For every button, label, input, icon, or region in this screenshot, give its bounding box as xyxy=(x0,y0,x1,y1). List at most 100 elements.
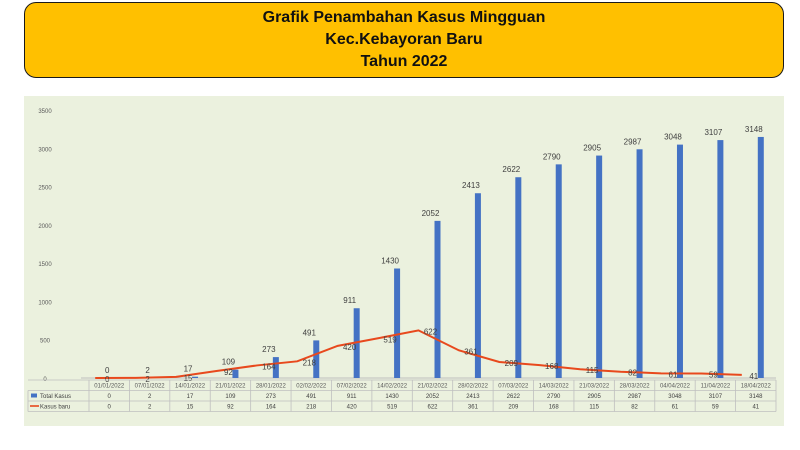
line-data-label: 168 xyxy=(545,362,559,371)
bar-data-label: 911 xyxy=(343,296,356,305)
bar-data-label: 273 xyxy=(262,345,276,354)
table-cell-total-kasus: 1430 xyxy=(385,394,399,400)
table-cell-kasus-baru: 82 xyxy=(631,405,638,411)
bar-data-label: 17 xyxy=(184,365,193,374)
x-tick-label: 07/03/2022 xyxy=(498,384,529,390)
bar-total-kasus xyxy=(434,220,441,378)
line-data-label: 218 xyxy=(303,358,317,367)
table-cell-total-kasus: 273 xyxy=(266,394,277,400)
table-cell-kasus-baru: 115 xyxy=(589,405,599,411)
table-cell-kasus-baru: 361 xyxy=(468,405,479,411)
bar-data-label: 3107 xyxy=(704,128,722,137)
x-tick-label: 28/03/2022 xyxy=(620,384,651,390)
x-tick-label: 11/04/2022 xyxy=(701,384,731,390)
bar-data-label: 2790 xyxy=(543,152,561,161)
chart-area: 0 500 1000 1500 2000 2500 3000 3500 0 2 17 109 273 49… xyxy=(24,96,784,426)
bar-total-kasus xyxy=(474,193,481,378)
line-data-label: 2 xyxy=(145,375,150,384)
legend-label-total-kasus: Total Kasus xyxy=(40,394,71,400)
bar-total-kasus xyxy=(515,177,522,378)
table-cell-total-kasus: 3148 xyxy=(749,394,763,400)
line-data-label: 15 xyxy=(184,374,193,383)
y-tick-label: 2500 xyxy=(38,186,52,192)
table-cell-total-kasus: 2413 xyxy=(466,394,480,400)
bar-data-label: 1430 xyxy=(381,257,399,266)
line-data-label: 61 xyxy=(669,370,678,379)
bar-total-kasus xyxy=(394,268,401,378)
line-data-label: 164 xyxy=(262,362,276,371)
bar-total-kasus xyxy=(313,340,320,378)
x-tick-label: 07/02/2022 xyxy=(337,384,368,390)
x-tick-label: 14/03/2022 xyxy=(539,384,570,390)
bar-total-kasus xyxy=(272,357,279,378)
line-data-label: 519 xyxy=(383,335,397,344)
x-tick-label: 02/02/2022 xyxy=(296,384,327,390)
bar-data-label: 109 xyxy=(222,358,236,367)
bar-total-kasus xyxy=(717,140,724,378)
table-cell-kasus-baru: 92 xyxy=(227,405,234,411)
x-tick-label: 21/03/2022 xyxy=(579,384,610,390)
y-tick-label: 1000 xyxy=(38,300,52,306)
bar-total-kasus xyxy=(757,136,764,378)
bar-total-kasus xyxy=(676,144,683,378)
bar-total-kasus xyxy=(232,369,239,378)
table-cell-kasus-baru: 209 xyxy=(508,405,519,411)
legend-label-kasus-baru: Kasus baru xyxy=(40,405,70,411)
x-tick-label: 14/02/2022 xyxy=(377,384,408,390)
table-cell-kasus-baru: 622 xyxy=(427,405,438,411)
x-tick-label: 21/01/2022 xyxy=(215,384,246,390)
table-cell-kasus-baru: 15 xyxy=(187,405,194,411)
line-data-label: 115 xyxy=(586,366,599,375)
bar-data-label: 3048 xyxy=(664,133,682,142)
table-cell-total-kasus: 3107 xyxy=(709,394,723,400)
x-tick-label: 04/04/2022 xyxy=(660,384,691,390)
line-data-label: 59 xyxy=(709,370,718,379)
line-kasus-baru xyxy=(95,329,742,379)
table-cell-total-kasus: 2 xyxy=(148,394,152,400)
chart-title: Grafik Penambahan Kasus Mingguan xyxy=(262,9,546,26)
x-tick-label: 28/02/2022 xyxy=(458,384,489,390)
bar-data-label: 2622 xyxy=(502,165,520,174)
table-cell-total-kasus: 17 xyxy=(187,394,194,400)
table-cell-total-kasus: 0 xyxy=(108,394,112,400)
table-cell-total-kasus: 2905 xyxy=(587,394,601,400)
table-cell-total-kasus: 109 xyxy=(225,394,236,400)
line-data-label: 361 xyxy=(464,347,478,356)
x-tick-label: 21/02/2022 xyxy=(417,384,448,390)
line-data-label: 92 xyxy=(224,368,233,377)
chart-title-box: Grafik Penambahan Kasus Mingguan Kec.Keb… xyxy=(24,2,784,78)
bar-data-label: 2413 xyxy=(462,181,480,190)
table-cell-kasus-baru: 59 xyxy=(712,405,719,411)
table-cell-total-kasus: 911 xyxy=(347,394,357,400)
table-cell-kasus-baru: 61 xyxy=(672,405,679,411)
x-tick-label: 14/01/2022 xyxy=(175,384,206,390)
line-data-label: 82 xyxy=(628,369,637,378)
line-data-label: 41 xyxy=(749,372,758,381)
x-tick-label: 28/01/2022 xyxy=(256,384,287,390)
bar-data-label: 2905 xyxy=(583,144,601,153)
line-data-label: 420 xyxy=(343,343,357,352)
table-cell-total-kasus: 2987 xyxy=(628,394,642,400)
table-cell-total-kasus: 3048 xyxy=(668,394,682,400)
table-cell-kasus-baru: 2 xyxy=(148,405,152,411)
chart-subtitle: Kec.Kebayoran Baru xyxy=(325,31,483,48)
table-cell-kasus-baru: 41 xyxy=(752,405,759,411)
table-cell-kasus-baru: 0 xyxy=(108,405,112,411)
table-cell-total-kasus: 491 xyxy=(306,394,317,400)
table-cell-kasus-baru: 420 xyxy=(347,405,358,411)
bar-total-kasus xyxy=(596,155,603,378)
bar-data-label: 2052 xyxy=(422,209,440,218)
bar-data-label: 3148 xyxy=(745,125,763,134)
x-tick-label: 18/04/2022 xyxy=(741,384,772,390)
table-cell-kasus-baru: 519 xyxy=(387,405,398,411)
bar-data-label: 0 xyxy=(105,366,110,375)
table-cell-kasus-baru: 164 xyxy=(266,405,277,411)
line-data-label: 209 xyxy=(505,359,519,368)
bar-data-label: 2987 xyxy=(624,137,642,146)
line-data-label: 0 xyxy=(105,375,110,384)
legend-key-total-kasus xyxy=(31,393,37,398)
bar-total-kasus xyxy=(636,149,643,378)
y-tick-label: 2000 xyxy=(38,224,52,230)
table-cell-kasus-baru: 168 xyxy=(549,405,560,411)
